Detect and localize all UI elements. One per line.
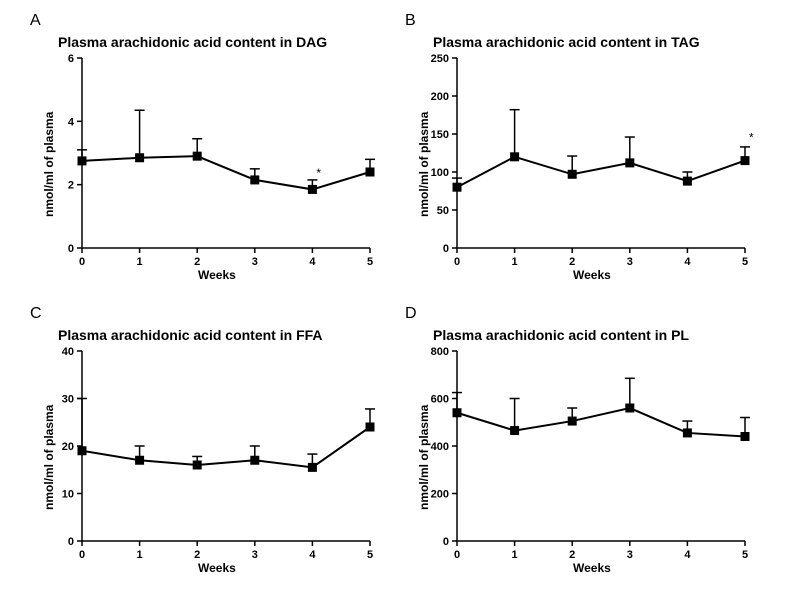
svg-text:1: 1	[137, 549, 143, 561]
svg-text:150: 150	[431, 129, 449, 141]
panel-label-a: A	[30, 12, 41, 30]
svg-text:5: 5	[367, 256, 373, 268]
svg-text:*: *	[749, 131, 754, 145]
svg-text:5: 5	[742, 549, 748, 561]
panel-title-c: Plasma arachidonic acid content in FFA	[58, 327, 323, 343]
panel-title-a: Plasma arachidonic acid content in DAG	[58, 34, 327, 50]
svg-text:0: 0	[443, 243, 449, 255]
panel-d: D Plasma arachidonic acid content in PL …	[405, 305, 765, 583]
svg-text:10: 10	[62, 489, 74, 501]
chart-a-svg: 0 2 4 6 0 1 2 3 4 5 *	[30, 50, 390, 280]
chart-c-svg: 0 10 20 30 40 0 1 2 3 4 5	[30, 343, 390, 573]
svg-text:1: 1	[512, 549, 518, 561]
xlabel-d: Weeks	[573, 561, 611, 575]
panel-b: B Plasma arachidonic acid content in TAG…	[405, 12, 765, 290]
chart-d-svg: 0 200 400 600 800 0 1 2 3 4 5	[405, 343, 765, 573]
svg-text:0: 0	[454, 256, 460, 268]
svg-text:1: 1	[512, 256, 518, 268]
xlabel-c: Weeks	[198, 561, 236, 575]
xlabel-a: Weeks	[198, 268, 236, 282]
xlabel-b: Weeks	[573, 268, 611, 282]
figure-page: { "figure": { "width": 785, "height": 59…	[0, 0, 785, 593]
svg-text:20: 20	[62, 441, 74, 453]
svg-text:3: 3	[627, 549, 633, 561]
svg-text:2: 2	[569, 256, 575, 268]
svg-text:100: 100	[431, 167, 449, 179]
svg-text:6: 6	[68, 53, 74, 65]
svg-text:4: 4	[68, 116, 75, 128]
svg-text:0: 0	[443, 536, 449, 548]
panel-label-b: B	[405, 12, 416, 30]
svg-text:250: 250	[431, 53, 449, 65]
svg-text:0: 0	[68, 536, 74, 548]
svg-text:0: 0	[68, 243, 74, 255]
svg-text:2: 2	[68, 180, 74, 192]
panel-a: A Plasma arachidonic acid content in DAG…	[30, 12, 390, 290]
panel-title-b: Plasma arachidonic acid content in TAG	[433, 34, 700, 50]
svg-text:2: 2	[194, 256, 200, 268]
svg-text:200: 200	[431, 489, 449, 501]
svg-text:3: 3	[252, 256, 258, 268]
svg-text:2: 2	[194, 549, 200, 561]
svg-text:4: 4	[309, 256, 316, 268]
svg-text:*: *	[316, 166, 321, 180]
svg-text:4: 4	[684, 549, 691, 561]
svg-text:0: 0	[454, 549, 460, 561]
panel-label-d: D	[405, 305, 417, 323]
svg-text:5: 5	[742, 256, 748, 268]
svg-text:0: 0	[79, 549, 85, 561]
svg-text:4: 4	[309, 549, 316, 561]
svg-text:30: 30	[62, 394, 74, 406]
svg-text:200: 200	[431, 91, 449, 103]
svg-text:400: 400	[431, 441, 449, 453]
panel-title-d: Plasma arachidonic acid content in PL	[433, 327, 689, 343]
svg-text:5: 5	[367, 549, 373, 561]
svg-text:600: 600	[431, 394, 449, 406]
svg-text:3: 3	[627, 256, 633, 268]
svg-text:4: 4	[684, 256, 691, 268]
svg-text:1: 1	[137, 256, 143, 268]
svg-text:50: 50	[437, 205, 449, 217]
panel-label-c: C	[30, 305, 42, 323]
svg-text:3: 3	[252, 549, 258, 561]
svg-text:800: 800	[431, 346, 449, 358]
panel-c: C Plasma arachidonic acid content in FFA…	[30, 305, 390, 583]
svg-text:2: 2	[569, 549, 575, 561]
chart-b-svg: 0 50 100 150 200 250 0 1 2 3 4 5 *	[405, 50, 765, 280]
svg-text:0: 0	[79, 256, 85, 268]
svg-text:40: 40	[62, 346, 74, 358]
